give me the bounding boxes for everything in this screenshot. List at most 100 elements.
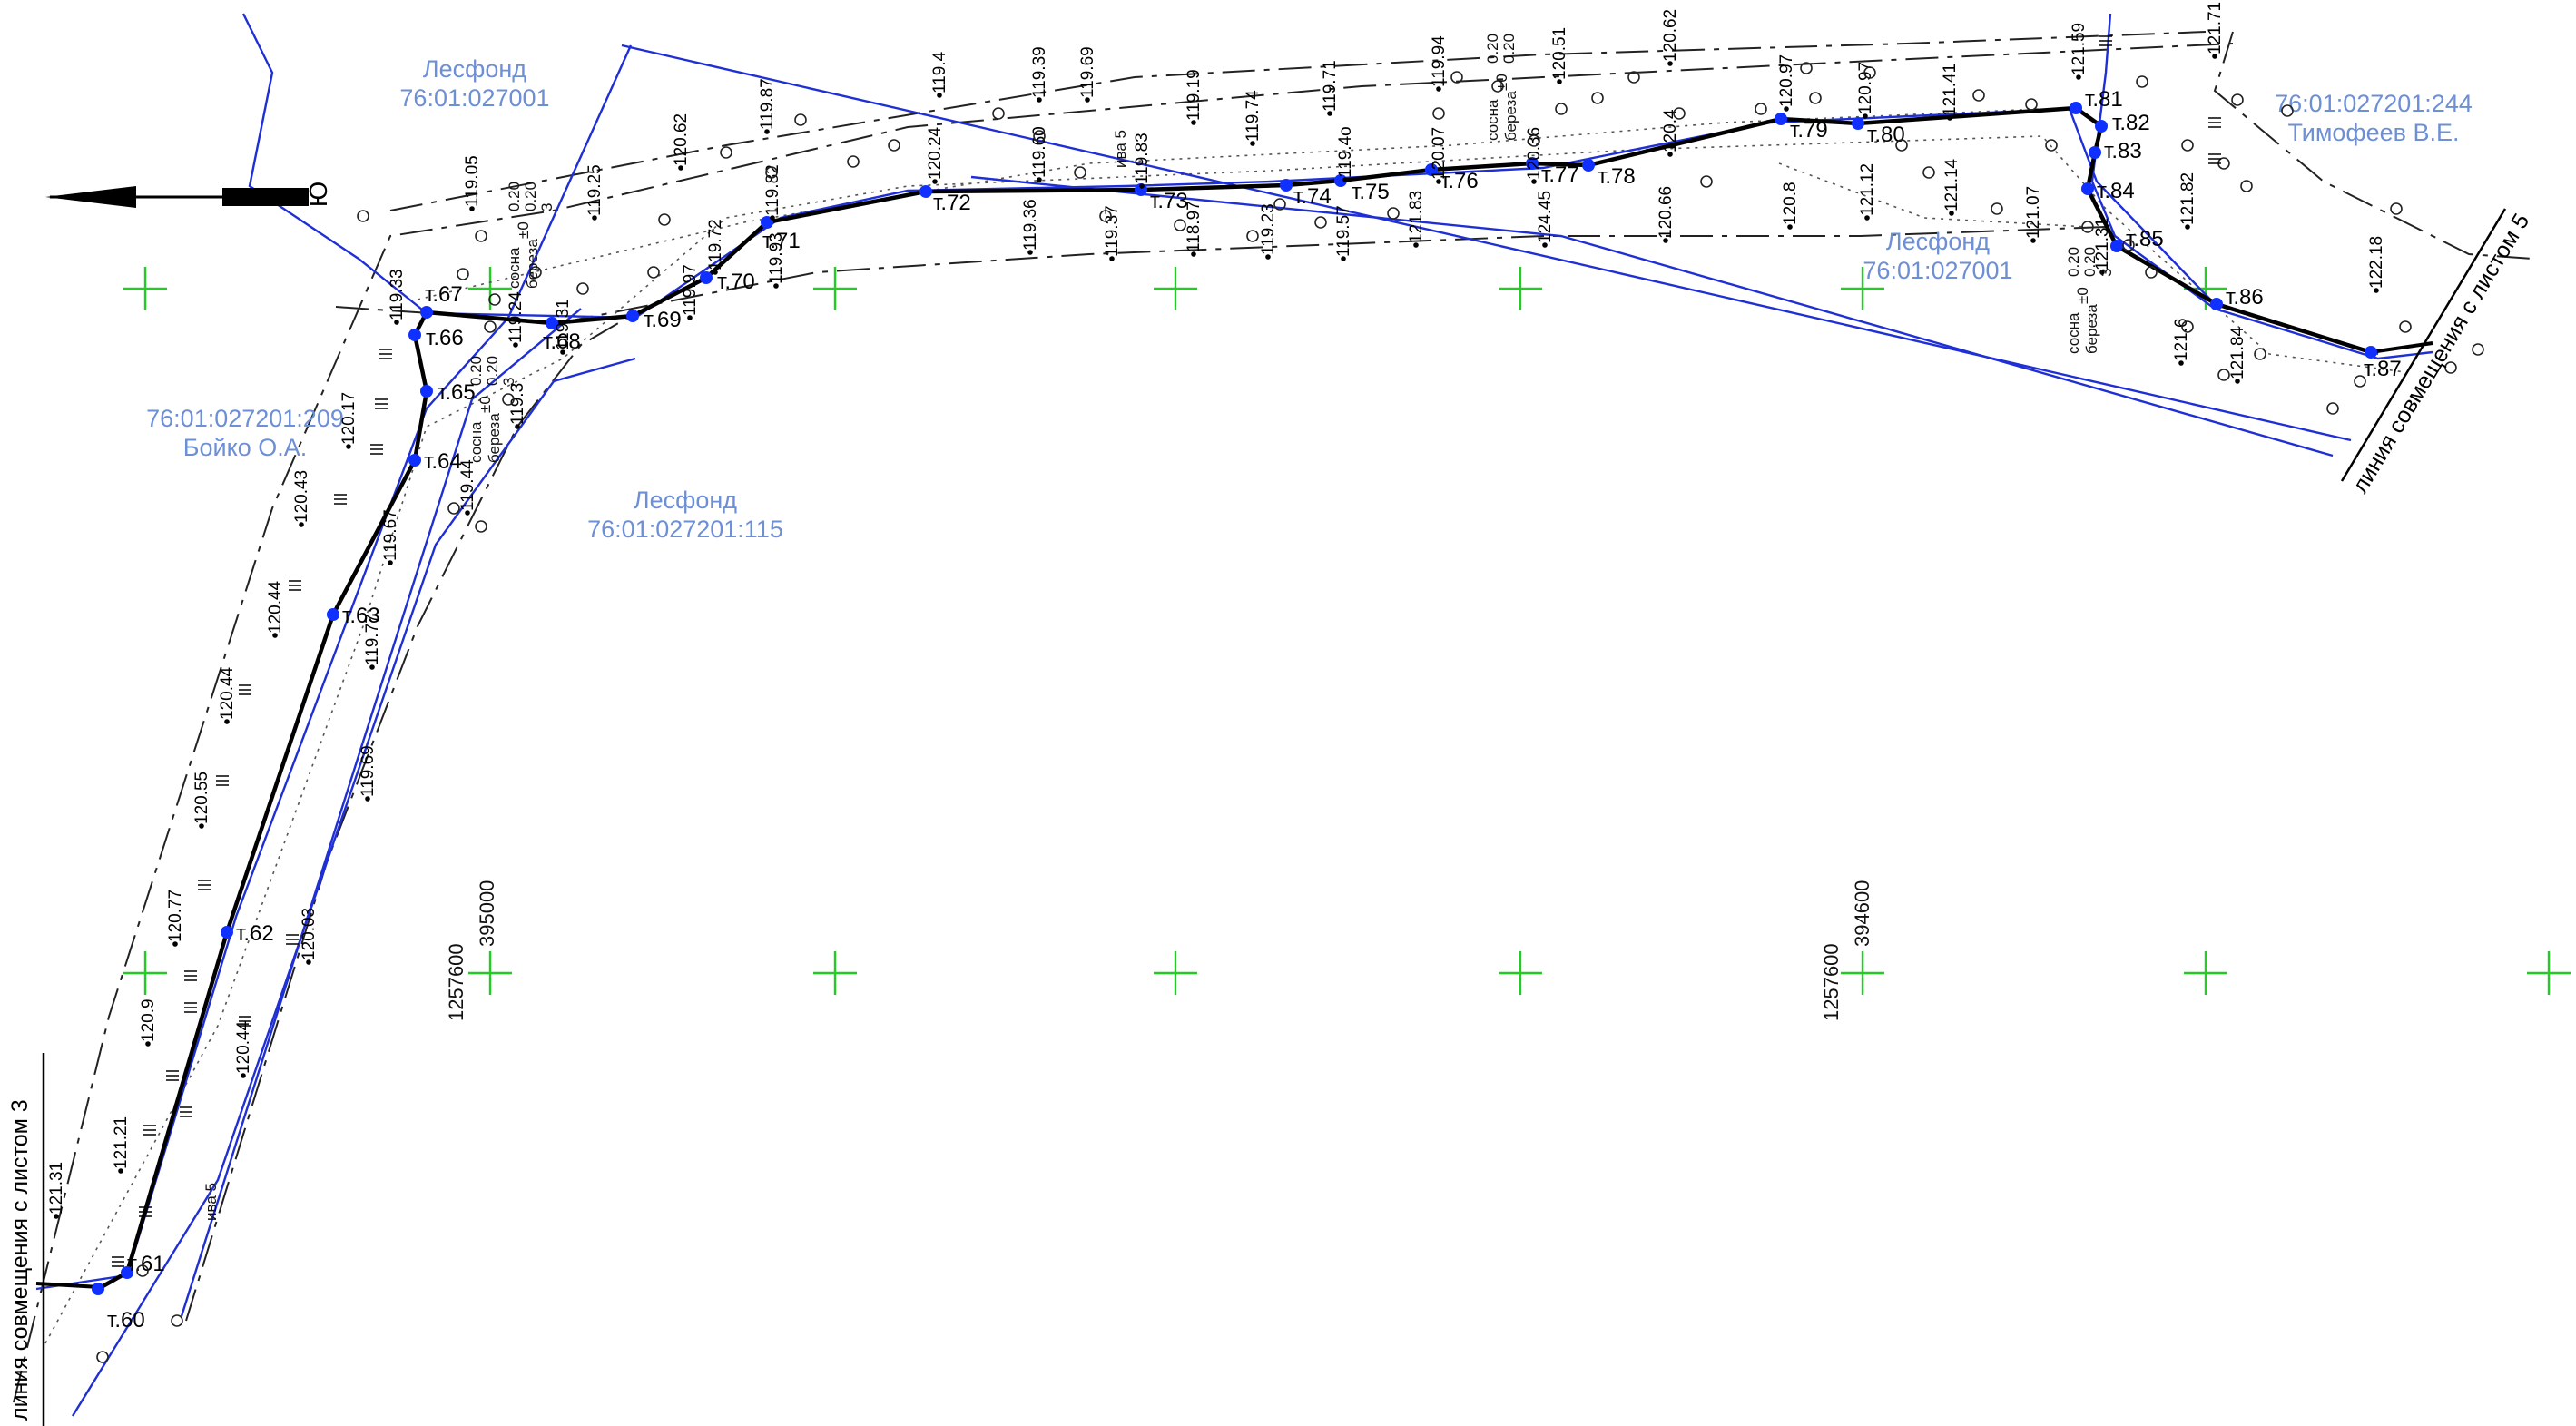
tree-icon [720, 146, 732, 159]
elevation-mark: 120.44 [266, 580, 285, 638]
route-point-icon [92, 1283, 104, 1295]
tree-icon [1627, 71, 1640, 84]
left-blue-3 [180, 308, 582, 1317]
elevation-mark: 120.97 [1777, 54, 1796, 112]
route-point-label: т.70 [717, 270, 755, 294]
tree-icon [1099, 210, 1112, 222]
elevation-mark: 120.62 [1661, 9, 1680, 66]
elevation-mark: 121.31 [47, 1162, 66, 1219]
tree-icon [847, 155, 860, 168]
route-point-icon [2095, 120, 2108, 133]
tree-icon [529, 266, 542, 279]
svg-text:119.3: 119.3 [508, 383, 527, 425]
route-point-label: т.63 [342, 604, 380, 628]
grass-hatch-icon [2208, 153, 2221, 164]
elevation-mark: 119.57 [1334, 205, 1353, 261]
dotted-contours [44, 108, 2406, 1344]
grid-cross-icon [468, 951, 512, 995]
elevation-mark: 119.69 [359, 745, 378, 802]
left-blue-1 [35, 44, 633, 1291]
tree-icon [475, 520, 487, 533]
svg-text:±0: ±0 [515, 221, 532, 239]
tree-icon [2081, 221, 2094, 233]
svg-text:0.20: 0.20 [2081, 247, 2099, 277]
grass-hatch-icon [180, 1106, 192, 1117]
svg-text:120.97: 120.97 [1856, 62, 1875, 114]
route-point-label: т.71 [762, 229, 801, 253]
tree-icon [447, 502, 460, 515]
parcel-label-line: 76:01:027201:115 [587, 516, 783, 543]
svg-text:121.59: 121.59 [2070, 23, 2089, 75]
svg-text:119.4: 119.4 [930, 51, 949, 93]
elevation-mark: 120.17 [339, 392, 359, 449]
elevation-mark: 118.97 [1185, 201, 1204, 257]
parcel-diagonal-2 [970, 175, 2334, 457]
route-point-icon [221, 926, 233, 939]
tree-icon [484, 320, 497, 333]
svg-text:119.60: 119.60 [1030, 126, 1049, 178]
tree-icon [2122, 239, 2135, 251]
tree-icon [2181, 320, 2194, 333]
tree-icon [1432, 107, 1445, 120]
grass-hatch-icon [289, 580, 301, 591]
route-point-icon [408, 454, 421, 467]
tree-icon [1755, 103, 1767, 115]
svg-text:119.39: 119.39 [1030, 46, 1049, 98]
parcel-label-line: 76:01:027201:244 [2275, 90, 2473, 117]
svg-text:119.25: 119.25 [585, 164, 605, 216]
svg-text:0.20: 0.20 [467, 356, 485, 386]
tree-icon [2254, 348, 2266, 360]
tree-icon [647, 266, 660, 279]
tree-note: сосна береза±00.20 0.20 3 [2065, 247, 2115, 354]
svg-text:0.20: 0.20 [1484, 34, 1501, 64]
svg-text:0.20: 0.20 [522, 182, 539, 211]
parcel-label-line: 76:01:027001 [1863, 257, 2012, 284]
svg-text:119.87: 119.87 [758, 78, 777, 130]
svg-text:119.4o: 119.4o [1336, 126, 1355, 178]
vegetation-labels: ива 5 ива 5 [202, 130, 1129, 1221]
route-point-label: т.85 [2126, 227, 2164, 251]
svg-text:119.31: 119.31 [554, 299, 573, 350]
svg-text:119.74: 119.74 [1244, 90, 1263, 142]
svg-text:121.21: 121.21 [112, 1116, 131, 1169]
elevation-mark: 119.94 [1430, 35, 1449, 92]
elevation-mark: 119.25 [585, 164, 605, 221]
route-point-icon [1334, 174, 1347, 187]
tree-icon [1033, 130, 1046, 143]
svg-text:береза: береза [486, 413, 503, 463]
svg-text:119.19: 119.19 [1185, 69, 1204, 121]
elevation-mark: 120.77 [166, 890, 185, 947]
elevation-mark: 119.71 [1321, 60, 1340, 116]
svg-text:120.44: 120.44 [234, 1020, 253, 1074]
elevation-mark: 121.59 [2070, 23, 2089, 80]
svg-text:121.83: 121.83 [1407, 191, 1426, 243]
route-line-lead-in [35, 1282, 101, 1289]
elevation-mark: 119.72 [706, 219, 725, 275]
elevation-mark: 121.14 [1942, 158, 1961, 216]
svg-text:120.4: 120.4 [1661, 109, 1680, 152]
elevation-mark: 120.55 [192, 772, 211, 829]
svg-text:119.71: 119.71 [1321, 60, 1340, 112]
route-point-icon [2365, 346, 2377, 359]
svg-text:119.94: 119.94 [1430, 35, 1449, 87]
route-point-label: т.75 [1352, 180, 1390, 204]
elevation-mark: 119.97 [681, 264, 700, 320]
grid-coordinate-labels: 1257600 395000 1257600 394600 [445, 880, 1873, 1021]
boundary-lower [335, 226, 2107, 324]
grid-cross-icon [2184, 951, 2227, 995]
elevation-mark: 121.21 [112, 1116, 131, 1174]
tree-icon [2217, 369, 2230, 381]
route-point-icon [1582, 159, 1595, 172]
grid-cross-icon [123, 951, 167, 995]
svg-text:120.03: 120.03 [300, 908, 319, 960]
boundary-outer-left [13, 43, 2234, 1403]
grid-cross-icon [1154, 267, 1197, 310]
tree-icon [1074, 166, 1086, 179]
elevation-mark: 119.93 [767, 232, 786, 289]
svg-text:120.24: 120.24 [926, 126, 945, 180]
tree-icon [992, 107, 1005, 120]
elevation-mark: 119.31 [554, 299, 573, 355]
svg-text:3: 3 [500, 378, 517, 386]
elevation-mark: 119.77 [363, 614, 382, 670]
tree-note: сосна береза±00.20 0.20 3 [467, 356, 517, 463]
